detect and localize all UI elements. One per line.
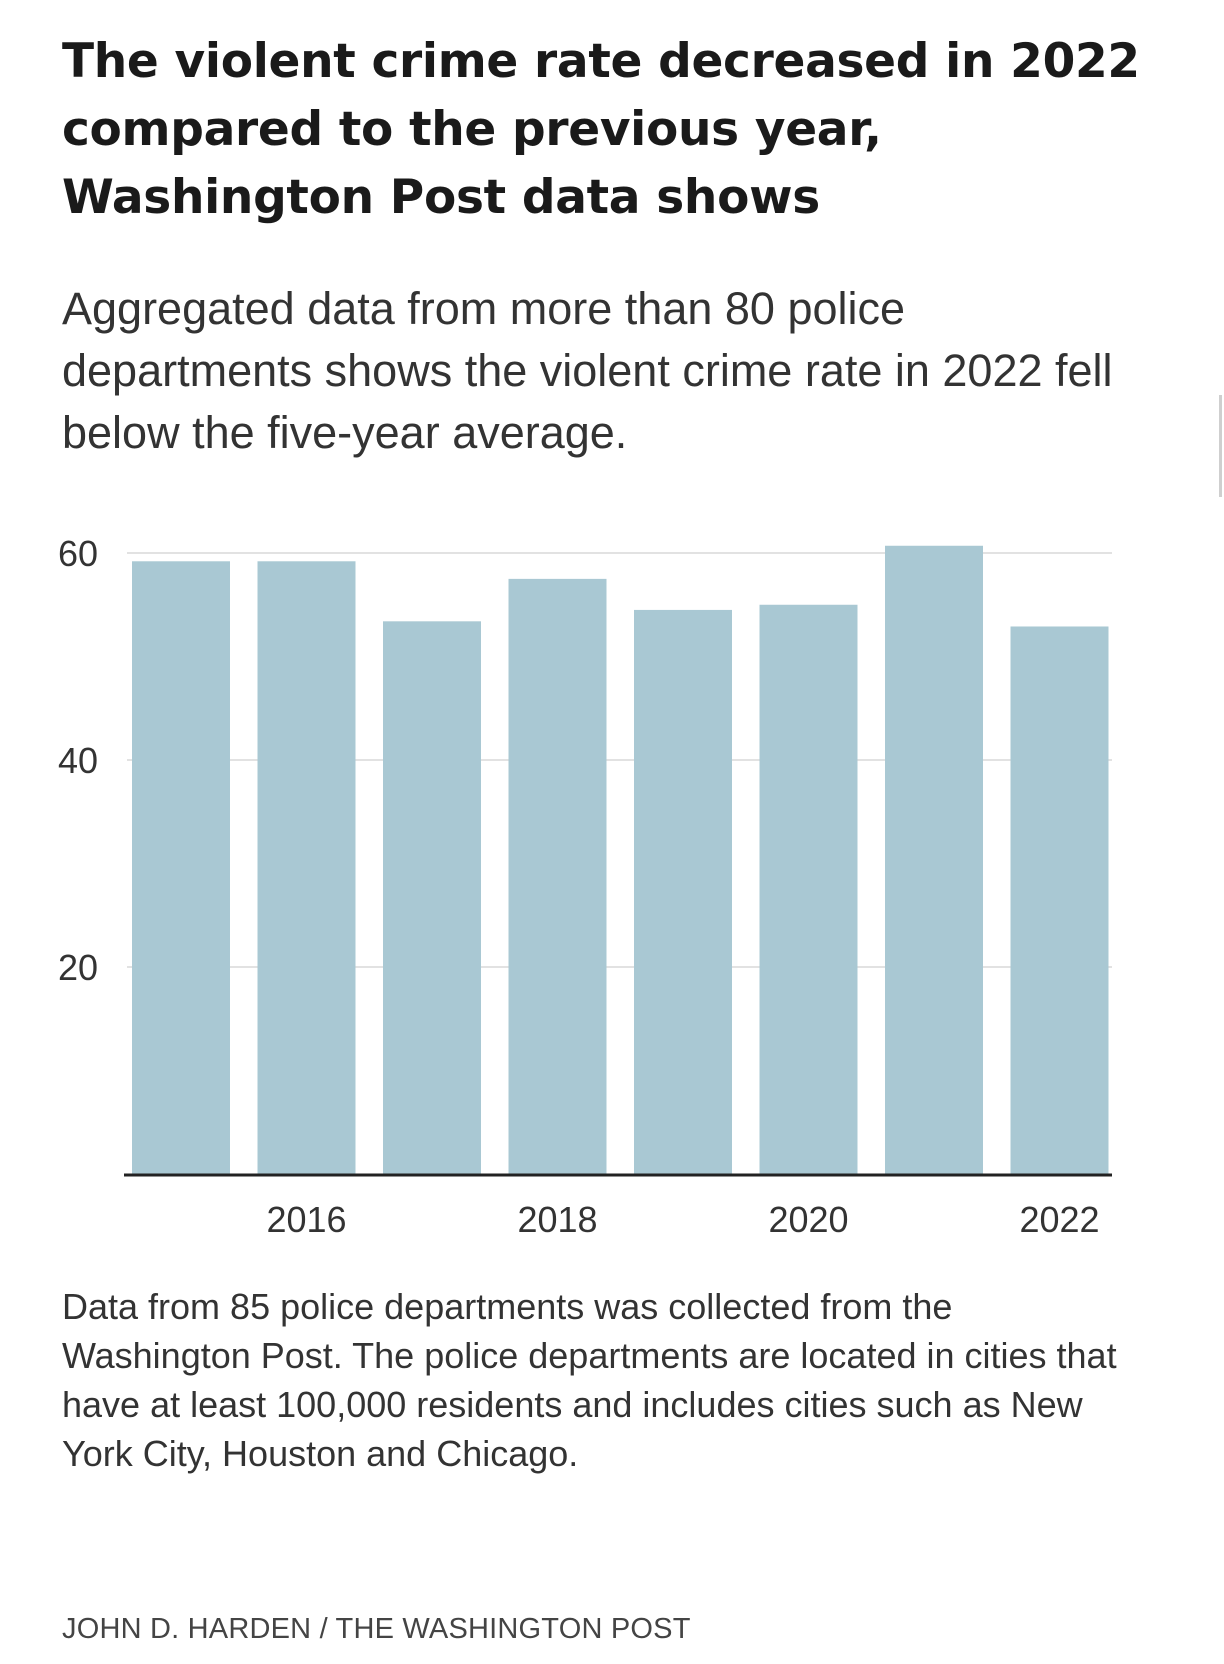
bars <box>132 545 1109 1174</box>
bar-2019 <box>634 609 732 1174</box>
bar-2020 <box>759 604 858 1174</box>
y-tick-label: 60 <box>58 533 98 574</box>
chart-title: The violent crime rate decreased in 2022… <box>62 34 1140 225</box>
scrollbar-thumb[interactable] <box>1219 395 1222 497</box>
x-tick-label: 2018 <box>517 1199 597 1240</box>
bar-2022 <box>1010 626 1109 1174</box>
x-tick-label: 2016 <box>266 1199 346 1240</box>
bar-2017 <box>383 621 481 1174</box>
bar-2015 <box>132 561 230 1174</box>
bar-2018 <box>508 578 607 1174</box>
chart-subtitle: Aggregated data from more than 80 police… <box>62 283 1113 458</box>
y-axis-ticks: 20 40 60 <box>58 533 98 988</box>
y-tick-label: 40 <box>58 740 98 781</box>
bar-chart: 20 40 60 2016 2018 2020 2022 <box>58 533 1112 1240</box>
bar-2021 <box>885 545 983 1174</box>
chart-footnote: Data from 85 police departments was coll… <box>62 1286 1117 1474</box>
x-tick-label: 2020 <box>768 1199 848 1240</box>
y-tick-label: 20 <box>58 947 98 988</box>
x-tick-label: 2022 <box>1019 1199 1099 1240</box>
bar-2016 <box>257 561 356 1174</box>
chart-credit: JOHN D. HARDEN / THE WASHINGTON POST <box>62 1613 691 1645</box>
x-axis-ticks: 2016 2018 2020 2022 <box>266 1199 1099 1240</box>
